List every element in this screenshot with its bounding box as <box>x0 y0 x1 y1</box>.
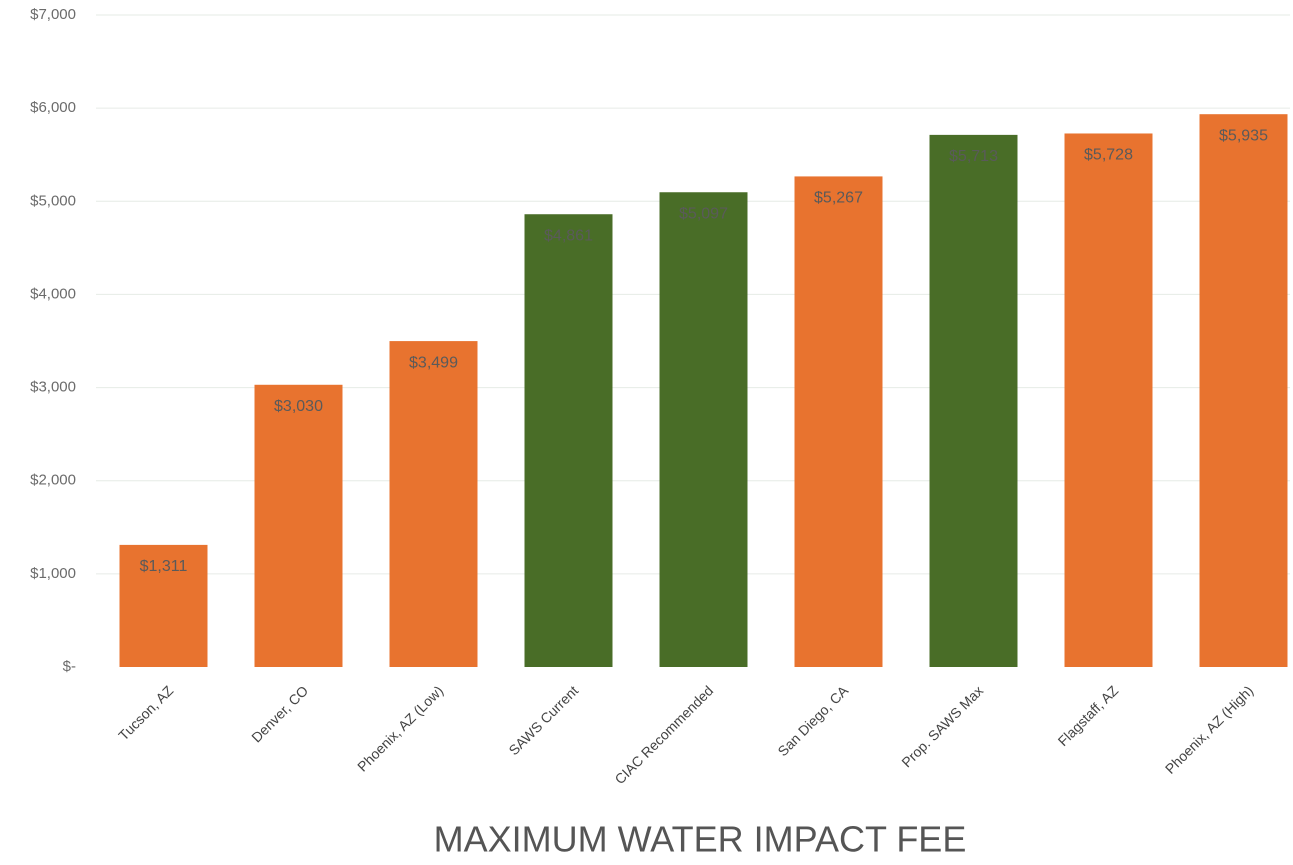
bar <box>794 176 883 667</box>
x-tick-label: Phoenix, AZ (Low) <box>354 682 446 774</box>
value-label: $5,935 <box>1219 127 1268 144</box>
y-tick-label: $5,000 <box>30 192 76 209</box>
bar <box>254 384 343 667</box>
x-tick-label: Flagstaff, AZ <box>1055 682 1122 749</box>
y-tick-label: $6,000 <box>30 99 76 116</box>
bar <box>1064 133 1153 667</box>
y-tick-label: $- <box>63 658 76 675</box>
y-tick-label: $3,000 <box>30 379 76 396</box>
value-label: $3,030 <box>274 398 323 415</box>
bar <box>389 341 478 667</box>
value-label: $1,311 <box>140 558 188 575</box>
bar <box>659 192 748 667</box>
value-label: $5,267 <box>814 190 863 207</box>
y-tick-label: $7,000 <box>30 6 76 23</box>
chart-title: MAXIMUM WATER IMPACT FEE <box>434 819 967 860</box>
x-tick-label: SAWS Current <box>505 682 581 758</box>
value-label: $5,097 <box>679 205 728 222</box>
x-tick-label: Tucson, AZ <box>115 682 176 743</box>
value-label: $3,499 <box>409 354 458 371</box>
x-tick-label: CIAC Recommended <box>611 682 716 787</box>
x-tick-label: Denver, CO <box>248 682 311 745</box>
y-tick-label: $4,000 <box>30 285 76 302</box>
x-tick-label: Phoenix, AZ (High) <box>1162 682 1256 776</box>
x-tick-label: San Diego, CA <box>774 682 851 759</box>
y-tick-label: $1,000 <box>30 565 76 582</box>
value-label: $5,728 <box>1084 147 1133 164</box>
bar <box>929 134 1018 667</box>
bar <box>524 214 613 667</box>
bar <box>119 544 208 667</box>
bar <box>1199 114 1288 667</box>
x-tick-label: Prop. SAWS Max <box>898 682 986 770</box>
value-label: $4,861 <box>544 227 593 244</box>
y-tick-label: $2,000 <box>30 472 76 489</box>
value-label: $5,713 <box>949 148 998 165</box>
